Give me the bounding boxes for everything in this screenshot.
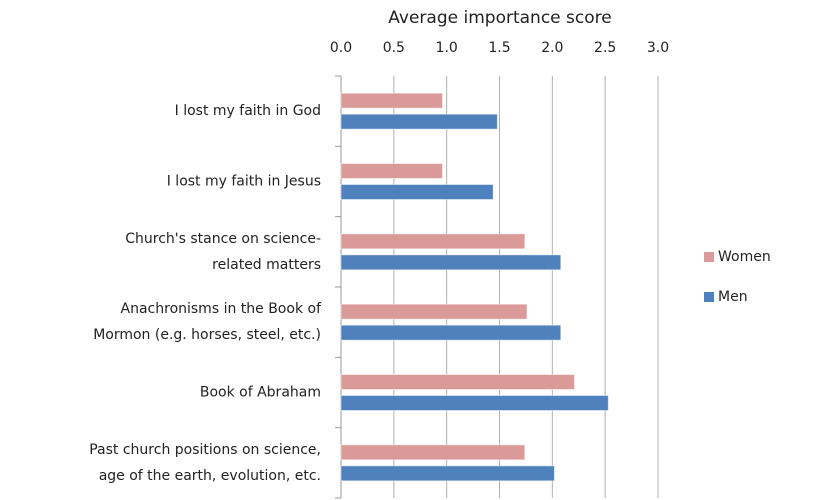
bar	[340, 92, 443, 109]
y-tick-label: I lost my faith in God	[175, 103, 321, 119]
x-tick-label: 0.0	[330, 40, 352, 56]
y-tick-label: Past church positions on science,	[89, 442, 321, 458]
x-tick-label: 3.0	[647, 40, 669, 56]
legend-swatch	[704, 292, 714, 302]
x-tick-label: 1.0	[436, 40, 458, 56]
x-tick-label: 2.0	[541, 40, 563, 56]
axis-title: Average importance score	[388, 8, 611, 28]
y-tick-label: Anachronisms in the Book of	[121, 301, 323, 317]
bar	[340, 184, 494, 200]
y-tick-label: Mormon (e.g. horses, steel, etc.)	[93, 327, 321, 343]
legend-label: Men	[718, 289, 748, 305]
bar	[340, 444, 526, 461]
y-tick-label: I lost my faith in Jesus	[167, 174, 321, 190]
x-tick-label: 1.5	[488, 40, 510, 56]
bar	[340, 374, 576, 390]
bar	[340, 163, 443, 179]
legend-label: Women	[718, 249, 771, 265]
y-tick-label: related matters	[212, 257, 321, 273]
x-tick-label: 0.5	[383, 40, 405, 56]
bar	[340, 303, 528, 320]
legend-swatch	[704, 252, 714, 262]
x-tick-label: 2.5	[594, 40, 616, 56]
bar	[340, 324, 562, 341]
y-tick-label: Book of Abraham	[200, 385, 321, 401]
bar	[340, 233, 526, 250]
bar	[340, 465, 555, 482]
bar	[340, 254, 562, 271]
bar	[340, 113, 498, 130]
y-tick-label: Church's stance on science-	[125, 231, 321, 247]
y-tick-label: age of the earth, evolution, etc.	[99, 468, 321, 484]
bar	[340, 395, 609, 411]
